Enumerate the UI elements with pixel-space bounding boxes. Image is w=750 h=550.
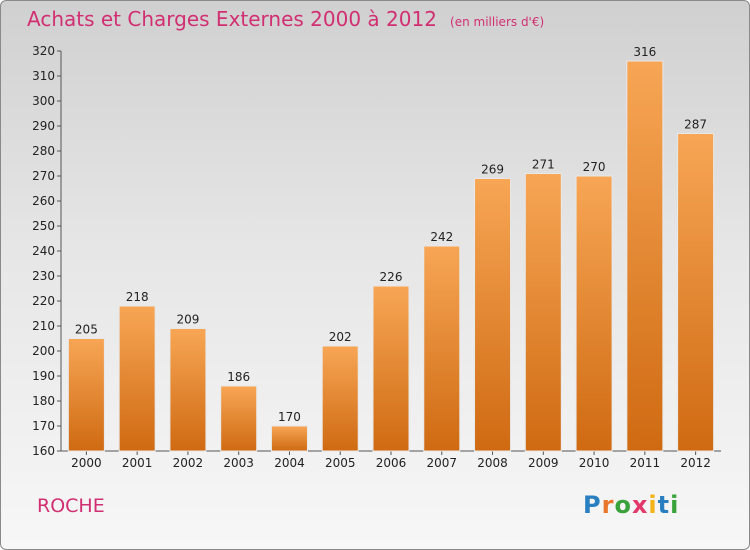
bar-2003 — [220, 385, 258, 452]
x-tick-label-2002: 2002 — [173, 456, 204, 470]
proxiti-logo: Proxiti — [583, 491, 679, 519]
data-label-2006: 226 — [380, 270, 403, 284]
y-tick-label: 210 — [32, 319, 55, 333]
logo-letter: P — [583, 491, 602, 519]
y-tick-label: 260 — [32, 194, 55, 208]
bars: 205 218 209 186 170 202 226 242 269 271 270 316 287 — [67, 45, 715, 452]
y-tick-label: 220 — [32, 294, 55, 308]
data-label-2001: 218 — [126, 290, 149, 304]
commune-name: ROCHE — [37, 495, 105, 517]
bar-2010 — [575, 175, 613, 452]
bar-2002 — [169, 328, 207, 452]
bar-2000 — [67, 338, 105, 452]
y-tick-label: 300 — [32, 94, 55, 108]
data-label-2008: 269 — [481, 163, 504, 177]
y-tick-label: 310 — [32, 69, 55, 83]
chart-title-unit: (en milliers d'€) — [450, 15, 545, 29]
y-tick-label: 320 — [32, 44, 55, 58]
data-label-2003: 186 — [227, 370, 250, 384]
logo-letter: i — [670, 491, 680, 519]
bar-2006 — [372, 285, 410, 452]
bar-2005 — [321, 345, 359, 452]
chart-title: Achats et Charges Externes 2000 à 2012 (… — [27, 7, 544, 31]
y-tick-label: 160 — [32, 444, 55, 458]
chart-title-main: Achats et Charges Externes 2000 à 2012 — [27, 7, 437, 31]
y-tick-label: 190 — [32, 369, 55, 383]
bar-2009 — [524, 173, 562, 452]
x-tick-label-2003: 2003 — [223, 456, 254, 470]
y-tick-label: 200 — [32, 344, 55, 358]
y-tick-label: 170 — [32, 419, 55, 433]
x-tick-label-2011: 2011 — [630, 456, 661, 470]
data-label-2010: 270 — [583, 160, 606, 174]
data-label-2012: 287 — [684, 118, 707, 132]
logo-letter: r — [601, 491, 615, 519]
x-tick-label-2001: 2001 — [122, 456, 153, 470]
bar-2001 — [118, 305, 156, 452]
x-tick-label-2007: 2007 — [426, 456, 457, 470]
data-label-2002: 209 — [176, 313, 199, 327]
bar-2008 — [474, 178, 512, 452]
bar-2007 — [423, 245, 461, 452]
data-label-2009: 271 — [532, 158, 555, 172]
logo-letter: t — [657, 491, 671, 519]
logo-letter: i — [648, 491, 658, 519]
data-label-2011: 316 — [633, 45, 656, 59]
y-tick-label: 180 — [32, 394, 55, 408]
axes: 160 170 180 190 200 210 220 230 240 250 260 270 280 2… — [32, 44, 721, 470]
bar-2004 — [270, 425, 308, 452]
data-label-2000: 205 — [75, 323, 98, 337]
data-label-2004: 170 — [278, 410, 301, 424]
x-tick-label-2004: 2004 — [274, 456, 305, 470]
bar-2012 — [677, 133, 715, 452]
x-tick-label-2012: 2012 — [680, 456, 711, 470]
x-tick-label-2000: 2000 — [71, 456, 102, 470]
y-tick-label: 240 — [32, 244, 55, 258]
y-tick-label: 230 — [32, 269, 55, 283]
y-tick-label: 270 — [32, 169, 55, 183]
y-tick-label: 250 — [32, 219, 55, 233]
x-tick-label-2008: 2008 — [477, 456, 508, 470]
x-tick-label-2005: 2005 — [325, 456, 356, 470]
data-label-2007: 242 — [430, 230, 453, 244]
y-tick-label: 290 — [32, 119, 55, 133]
data-label-2005: 202 — [329, 330, 352, 344]
logo-letter: o — [614, 491, 632, 519]
x-tick-label-2009: 2009 — [528, 456, 559, 470]
y-tick-label: 280 — [32, 144, 55, 158]
bar-2011 — [626, 60, 664, 452]
x-tick-label-2010: 2010 — [579, 456, 610, 470]
x-tick-label-2006: 2006 — [376, 456, 407, 470]
logo-letter: x — [631, 491, 649, 519]
